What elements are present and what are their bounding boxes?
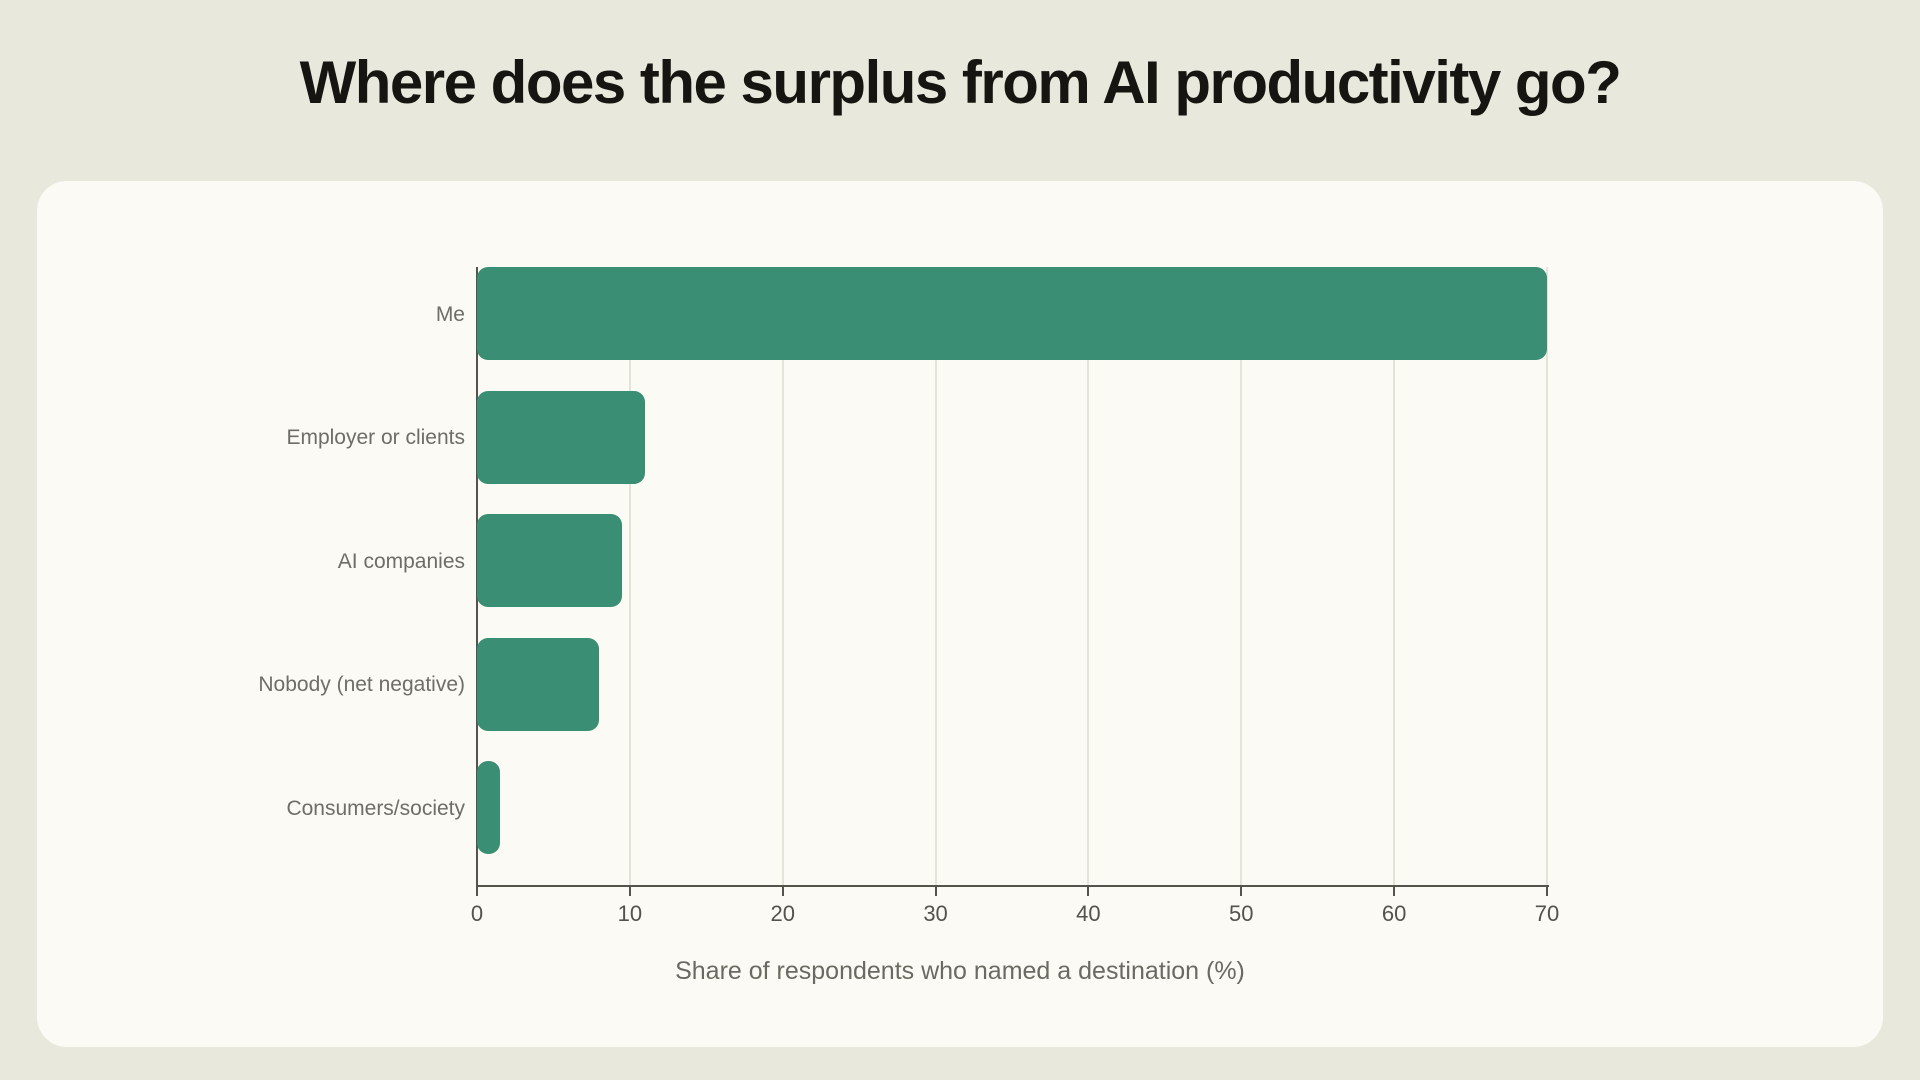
tick-label: 50 (1229, 901, 1254, 926)
tick-mark (934, 885, 937, 896)
tick-mark (1087, 885, 1090, 896)
gridline (1240, 267, 1243, 885)
category-label: Nobody (net negative) (258, 673, 465, 697)
tick-label: 70 (1534, 901, 1560, 926)
tick-label: 20 (770, 901, 795, 926)
tick-label: 30 (923, 901, 948, 926)
bar (477, 761, 500, 855)
tick-mark (628, 885, 631, 896)
gridline (1546, 267, 1548, 885)
tick-mark (1546, 885, 1548, 896)
tick-mark (1393, 885, 1396, 896)
tick-mark (1240, 885, 1243, 896)
tick-mark (476, 885, 478, 896)
category-label: Me (435, 302, 465, 326)
tick-label: 40 (1076, 901, 1101, 926)
tick-label: 60 (1381, 901, 1407, 926)
bar (477, 267, 1547, 360)
x-axis-line (477, 885, 1549, 887)
bar (477, 514, 623, 608)
tick-label: 0 (470, 901, 484, 926)
category-label: Consumers/society (286, 796, 465, 820)
gridline (628, 267, 631, 885)
gridline (934, 267, 937, 885)
gridline (1087, 267, 1090, 885)
bar (477, 637, 600, 731)
tick-label: 10 (617, 901, 643, 926)
tick-mark (781, 885, 784, 896)
chart-title: Where does the surplus from AI productiv… (299, 49, 1622, 116)
gridline (1393, 267, 1396, 885)
category-label: AI companies (337, 549, 465, 573)
category-label: Employer or clients (286, 426, 465, 450)
gridline (781, 267, 784, 885)
bar (477, 390, 646, 484)
x-axis-label: Share of respondents who named a destina… (675, 957, 1245, 985)
